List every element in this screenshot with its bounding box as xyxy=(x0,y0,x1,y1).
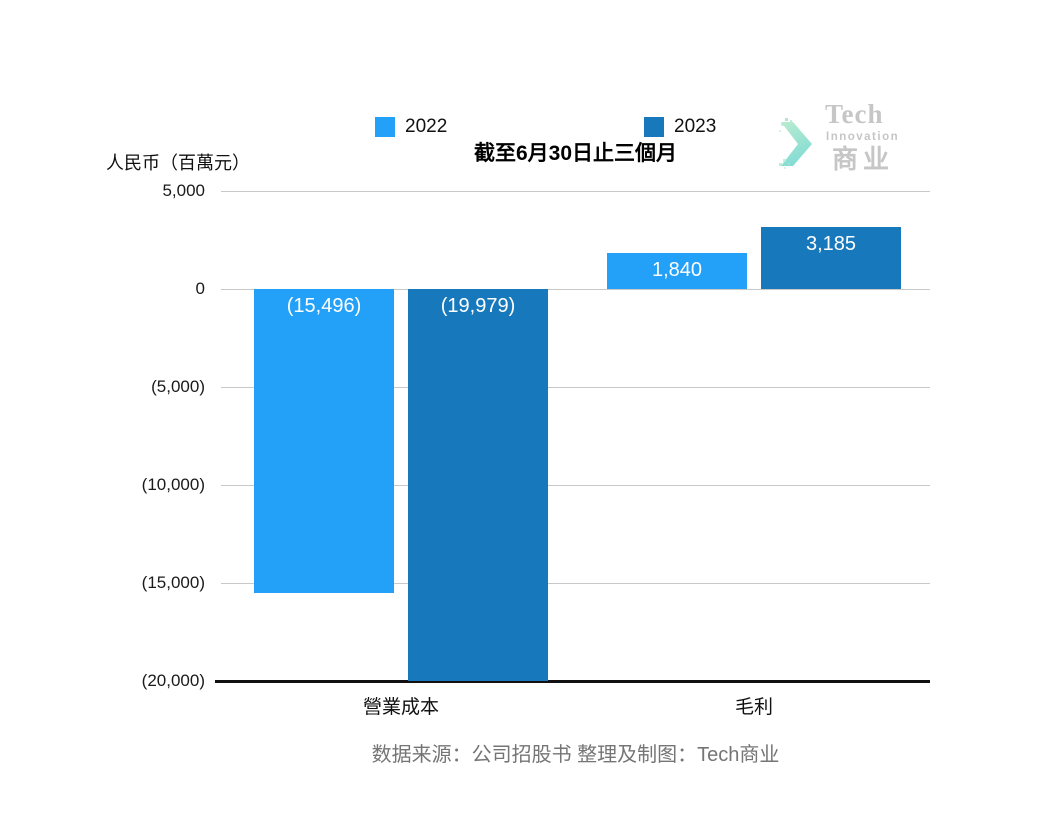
logo-line-shangye: 商业 xyxy=(832,144,895,174)
y-tick-label: (10,000) xyxy=(141,475,205,494)
bar-value-label: 1,840 xyxy=(651,258,703,281)
y-tick-label: (20,000) xyxy=(141,671,205,690)
bar-value-label: (15,496) xyxy=(286,295,362,317)
gridline xyxy=(221,288,930,290)
x-category-label: 營業成本 xyxy=(362,697,439,718)
bar-2023-營業成本 xyxy=(408,289,548,681)
axis-unit-label: 人民币（百萬元） xyxy=(106,153,250,173)
gridline xyxy=(221,582,930,584)
logo-text: Tech Innovation 商业 xyxy=(825,100,899,173)
bar-2022-營業成本 xyxy=(254,289,394,593)
x-category-label: 毛利 xyxy=(734,697,773,718)
chevron-right-icon xyxy=(779,118,812,169)
bar-2023-毛利 xyxy=(761,226,901,289)
gridline xyxy=(221,386,930,388)
y-tick-label: (15,000) xyxy=(141,573,205,592)
y-tick-label: 5,000 xyxy=(162,181,205,200)
bar-value-label: 3,185 xyxy=(805,232,857,255)
legend-swatch-2023 xyxy=(644,117,664,137)
y-tick-label: 0 xyxy=(195,279,205,298)
legend-item-2022: 2022 xyxy=(375,116,447,138)
chart-title: 截至6月30日止三個月 xyxy=(473,142,678,165)
brand-logo: Tech Innovation 商业 xyxy=(779,100,919,175)
bar-value-label: (19,979) xyxy=(440,295,516,317)
x-axis-line xyxy=(215,679,930,683)
logo-line-innovation: Innovation xyxy=(826,131,900,143)
legend-label-2022: 2022 xyxy=(405,116,448,137)
bar-2022-毛利 xyxy=(607,252,747,289)
legend-item-2023: 2023 xyxy=(644,116,716,138)
source-note: 数据来源：公司招股书 整理及制图：Tech商业 xyxy=(371,744,780,766)
gridline xyxy=(221,190,930,192)
y-tick-label: (5,000) xyxy=(151,377,205,396)
legend-swatch-2022 xyxy=(375,117,395,137)
gridline xyxy=(221,484,930,486)
legend-label-2023: 2023 xyxy=(674,116,717,137)
logo-line-tech: Tech xyxy=(825,99,884,129)
